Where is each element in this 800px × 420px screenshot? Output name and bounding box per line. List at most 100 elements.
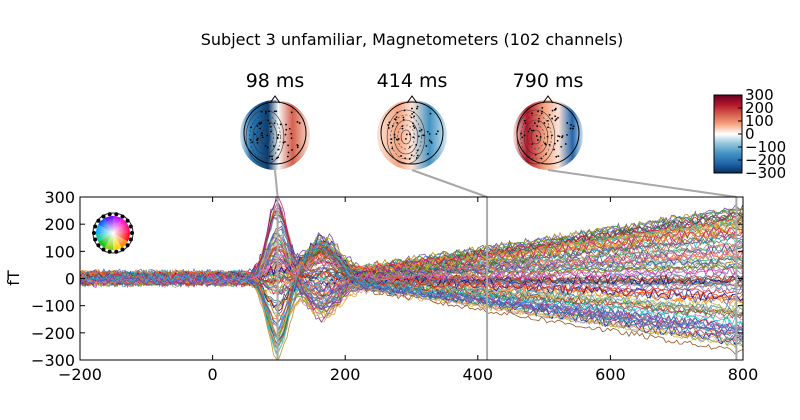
sensor-dot: [290, 111, 293, 114]
legend-sensor-dot: [92, 231, 96, 235]
sensor-dot: [531, 112, 533, 115]
sensor-dot: [428, 139, 431, 142]
y-axis-label: fT: [4, 270, 23, 286]
x-tick-label: 800: [728, 365, 759, 384]
sensor-dot: [396, 111, 399, 114]
sensor-dot: [258, 122, 261, 125]
sensor-dot: [546, 119, 549, 122]
contour-line: [259, 129, 271, 145]
legend-sensor-dot: [120, 214, 125, 219]
sensor-dot: [555, 155, 558, 158]
x-tick-label: 200: [330, 365, 361, 384]
sensor-dot: [530, 129, 533, 132]
sensor-dot: [408, 158, 411, 160]
sensor-dot: [410, 116, 413, 119]
contour-line: [520, 114, 552, 160]
sensor-dot: [548, 113, 551, 116]
sensor-dot: [551, 117, 554, 120]
sensor-dot: [535, 135, 538, 137]
sensor-dot: [422, 134, 425, 137]
sensor-dot: [249, 138, 252, 141]
sensor-dot: [408, 133, 411, 136]
y-tick-label: −100: [31, 297, 75, 316]
sensor-dot: [534, 153, 537, 156]
sensor-dot: [527, 130, 530, 133]
sensor-dot: [553, 142, 556, 145]
sensor-dot: [412, 136, 415, 139]
evoked-plot-area: −200 0 200 400 600 800 −300−200−1000100200300…: [4, 188, 758, 384]
sensor-dot: [540, 112, 543, 115]
sensor-dot: [520, 132, 523, 135]
topomap-1: [240, 95, 310, 170]
sensor-dot: [528, 127, 531, 130]
sensor-dot: [405, 133, 408, 136]
sensor-dot: [277, 134, 280, 136]
sensor-dot: [547, 126, 549, 129]
sensor-dot: [544, 142, 546, 145]
sensor-dot: [288, 127, 291, 130]
topomap-2: [377, 95, 447, 170]
sensor-dot: [564, 143, 567, 145]
sensor-dot: [548, 143, 551, 146]
sensor-dot: [285, 123, 287, 126]
sensor-dot: [412, 125, 415, 127]
legend-sensor-dot: [107, 249, 112, 254]
contour-line: [386, 109, 426, 165]
topomap-group: [240, 95, 583, 170]
sensor-dot: [411, 112, 413, 115]
x-tick-label: −200: [58, 365, 102, 384]
sensor-dot: [290, 132, 293, 135]
sensor-dot: [391, 125, 394, 127]
sensor-dot: [268, 110, 270, 113]
sensor-dot: [296, 120, 299, 123]
sensor-dot: [290, 137, 293, 140]
y-tick-label: −200: [31, 324, 75, 343]
sensor-dot: [256, 139, 259, 142]
sensor-dot: [557, 135, 559, 137]
sensor-dot: [261, 134, 264, 137]
sensor-dot: [415, 143, 418, 146]
sensor-dot: [416, 105, 419, 108]
sensor-dot: [387, 127, 390, 129]
nose-outline: [542, 95, 554, 104]
legend-sensor-dot: [114, 212, 119, 217]
sensor-dot: [298, 122, 301, 124]
sensor-dot: [277, 148, 280, 151]
topomap-label-1: 98 ms: [246, 70, 305, 92]
sensor-dot: [396, 122, 399, 124]
sensor-dot: [561, 136, 563, 139]
sensor-dot: [436, 130, 439, 133]
sensor-dot: [537, 139, 539, 141]
sensor-dot: [557, 155, 560, 158]
sensor-dot: [396, 138, 399, 141]
colorbar-tick-label: −300: [745, 164, 786, 182]
channel-trace: [80, 253, 743, 284]
sensor-dot: [412, 111, 415, 114]
sensor-dot: [405, 137, 407, 140]
sensor-dot: [546, 135, 549, 138]
sensor-dot: [270, 130, 272, 133]
y-tick-label: 100: [44, 242, 75, 261]
y-axis: −300 −200 −100 0 100 200 300: [31, 188, 743, 370]
sensor-dot: [287, 151, 290, 154]
topomap-field: [377, 100, 447, 170]
x-tick-label: 0: [208, 365, 218, 384]
sensor-dot: [566, 133, 568, 136]
sensor-dot: [273, 122, 276, 125]
sensor-dot: [260, 121, 263, 124]
sensor-dot: [428, 133, 431, 135]
legend-sensor-dot: [114, 249, 119, 254]
contour-line: [390, 114, 422, 160]
sensor-dot: [279, 123, 282, 126]
sensor-dot: [521, 136, 524, 139]
sensor-dot: [427, 153, 429, 155]
x-tick-label: 400: [463, 365, 494, 384]
sensor-dot: [541, 106, 544, 109]
nose-outline: [269, 95, 281, 104]
sensor-dot: [296, 144, 299, 147]
sensor-dot: [284, 133, 287, 136]
time-marker-lines: [276, 197, 738, 360]
connector-line-1: [274, 169, 279, 198]
sensor-dot: [560, 145, 563, 148]
